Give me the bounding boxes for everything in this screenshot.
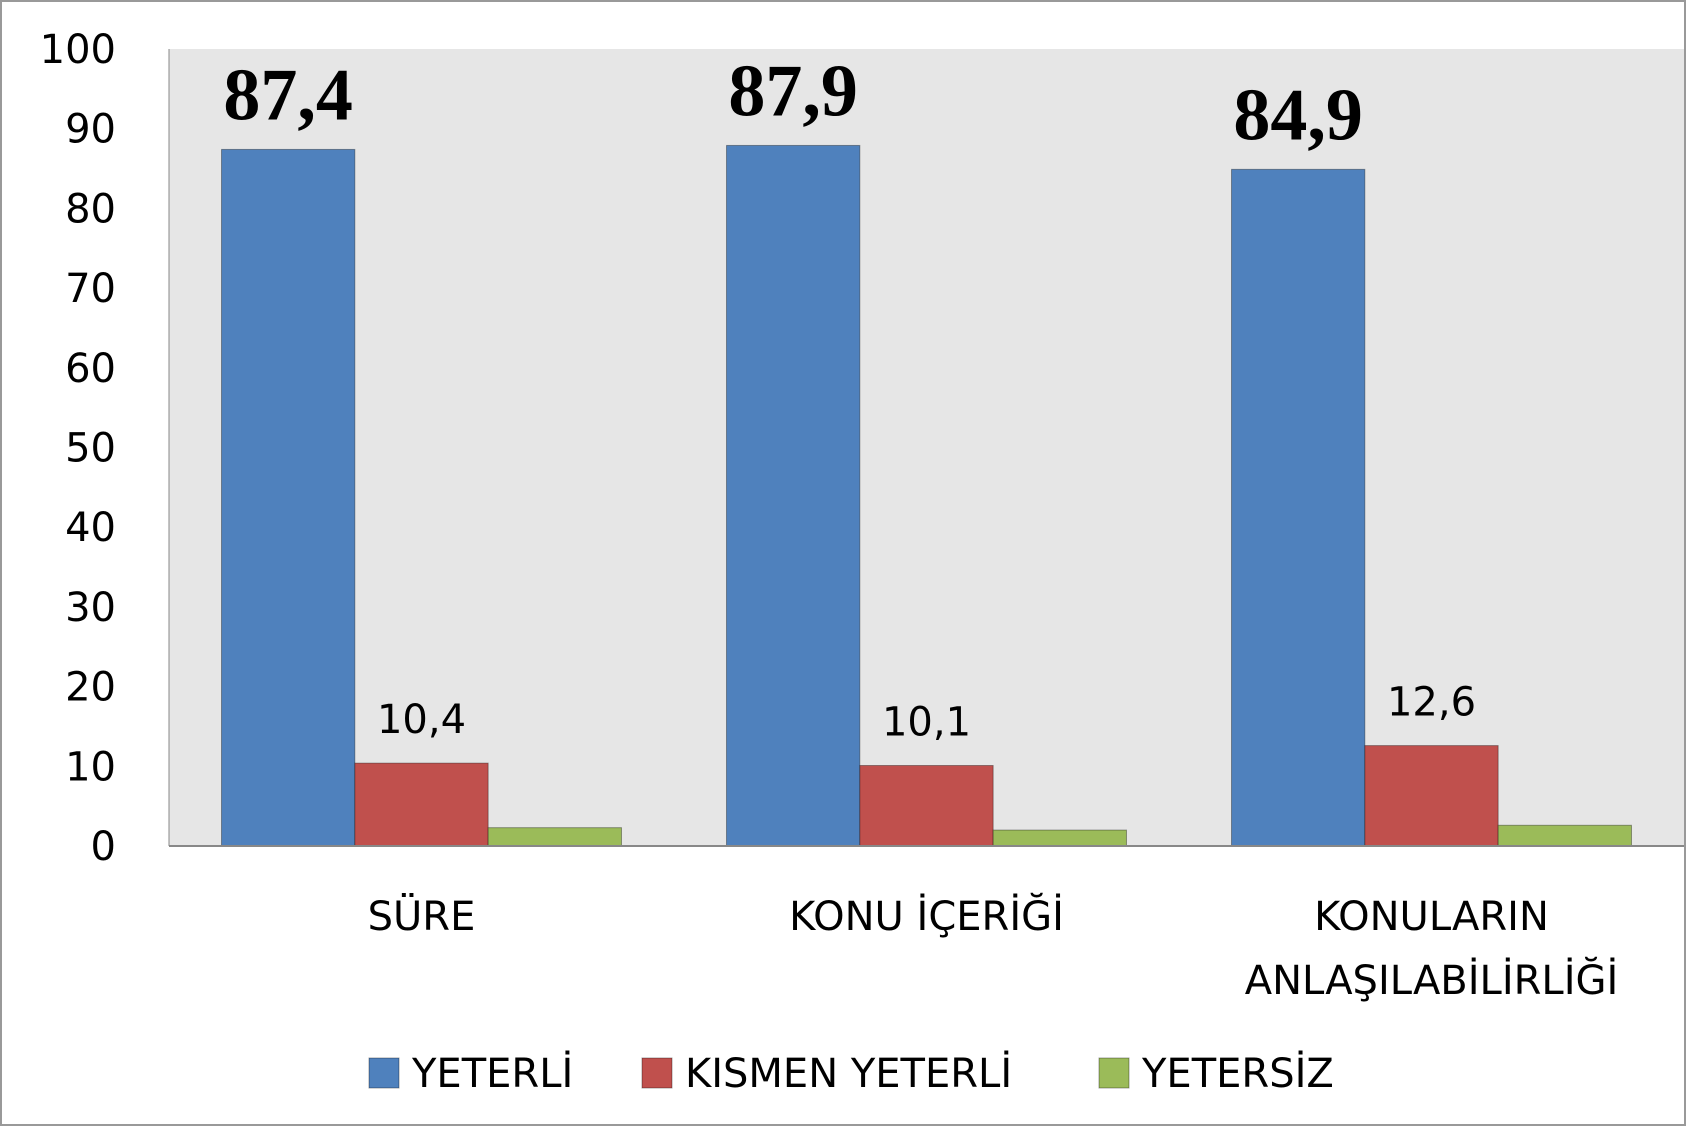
y-tick-label: 70 [65,266,116,312]
value-label: 10,1 [882,700,971,746]
legend-label: YETERSİZ [1141,1049,1334,1097]
y-tick-label: 50 [65,426,116,472]
legend-swatch [641,1057,673,1089]
bar [1231,168,1366,847]
legend-swatch [1098,1057,1130,1089]
bar [859,765,994,847]
bar [1497,824,1632,847]
y-tick-label: 30 [65,585,116,631]
y-tick-label: 100 [40,27,116,73]
x-tick-label: KONU İÇERİĞİ [789,892,1064,940]
y-tick-label: 0 [91,824,116,870]
bar [992,829,1127,847]
y-tick-label: 60 [65,346,116,392]
y-tick-label: 40 [65,505,116,551]
y-tick-label: 80 [65,186,116,232]
bar [354,762,489,847]
x-tick-label: KONULARIN ANLAŞILABİLİRLİĞİ [1245,894,1619,1004]
value-label: 10,4 [377,697,466,743]
y-tick-label: 20 [65,665,116,711]
bar [1364,745,1499,847]
legend-label: YETERLİ [411,1049,573,1097]
x-tick-label: SÜRE [368,892,476,940]
y-tick-label: 90 [65,107,116,153]
y-tick-label: 10 [65,744,116,790]
bar [726,144,861,847]
value-label-bold: 87,4 [223,54,353,136]
bar [221,148,356,847]
value-label-bold: 84,9 [1233,74,1363,156]
value-label-bold: 87,9 [728,50,858,132]
legend-swatch [368,1057,400,1089]
value-label: 12,6 [1387,680,1476,726]
plot-area [169,49,1684,846]
bar [487,827,622,847]
legend-label: KISMEN YETERLİ [685,1049,1012,1097]
